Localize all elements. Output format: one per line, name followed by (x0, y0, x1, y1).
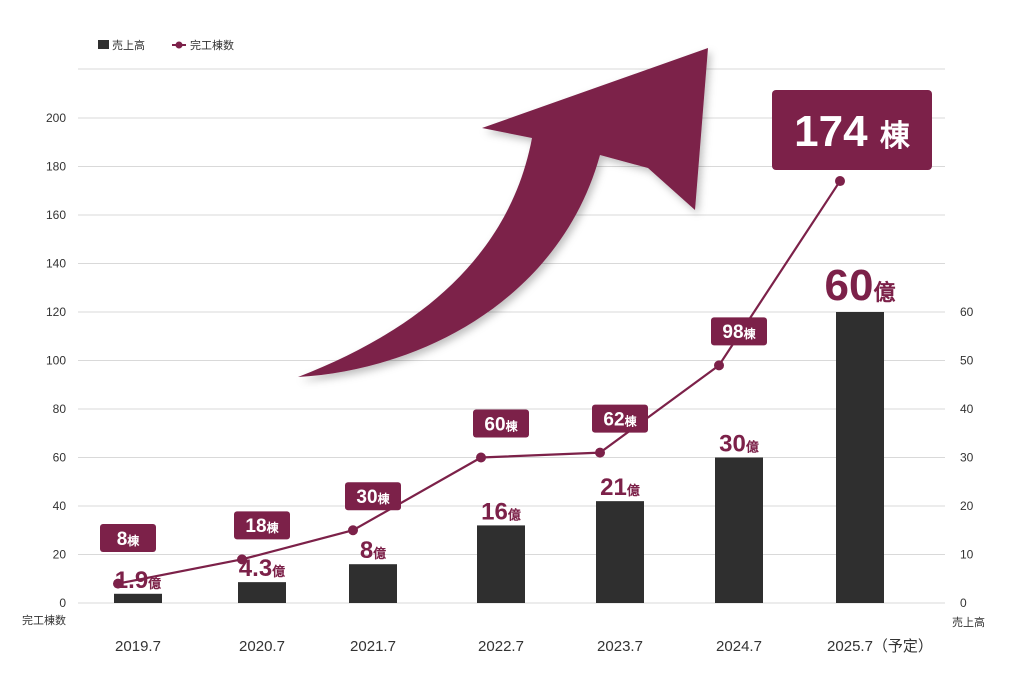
line-value-label: 62棟 (603, 409, 637, 430)
right-tick-label: 30 (960, 451, 974, 465)
left-tick-label: 0 (59, 596, 66, 610)
left-axis-ticks: 0 20 40 60 80 100 120 140 160 180 200 (46, 111, 66, 610)
x-tick-label: 2024.7 (716, 638, 762, 655)
line-value-badge (100, 524, 156, 552)
left-tick-label: 60 (53, 451, 67, 465)
legend-line-marker (175, 41, 183, 49)
left-tick-label: 180 (46, 160, 66, 174)
legend-line-label: 完工棟数 (190, 38, 234, 52)
line-value-label: 98棟 (722, 322, 756, 343)
bar-series (114, 312, 884, 603)
line-value-badge (592, 404, 648, 433)
line-value-badge (711, 317, 767, 346)
line-value-label: 60棟 (484, 414, 518, 435)
bar-value-label: 4.3億 (239, 555, 285, 582)
line-value-badge (234, 511, 290, 540)
legend-bar-swatch (98, 40, 109, 49)
line-point (348, 525, 358, 536)
line-value-badge (345, 482, 401, 511)
right-tick-label: 40 (960, 402, 974, 416)
legend: 売上高 完工棟数 (98, 38, 234, 52)
bar (477, 525, 525, 603)
left-tick-label: 140 (46, 257, 66, 271)
bar (836, 312, 884, 603)
bar-value-label: 21億 (600, 474, 640, 501)
bar (114, 593, 162, 603)
line-point (476, 452, 486, 463)
x-tick-label: 2022.7 (478, 638, 524, 655)
bar-value-labels: 1.9億 4.3億 8億 16億 21億 30億 60億 (115, 261, 896, 594)
left-tick-label: 200 (46, 111, 66, 125)
line-point (595, 447, 605, 458)
line-value-label: 18棟 (245, 516, 279, 537)
line-series (113, 176, 845, 589)
legend-bar-label: 売上高 (112, 38, 145, 52)
left-tick-label: 40 (53, 499, 67, 513)
right-tick-label: 10 (960, 548, 974, 562)
x-axis-labels: 2019.7 2020.7 2021.7 2022.7 2023.7 2024.7 2025… (115, 638, 933, 655)
left-tick-label: 20 (53, 548, 67, 562)
line-value-label: 174 棟 (794, 107, 911, 156)
x-tick-label: 2019.7 (115, 638, 161, 655)
bar-value-label: 8億 (360, 537, 386, 564)
left-tick-label: 80 (53, 402, 67, 416)
bar-value-label: 16億 (481, 498, 521, 525)
right-tick-label: 20 (960, 499, 974, 513)
x-tick-label: 2025.7（予定） (827, 638, 933, 655)
left-tick-label: 120 (46, 305, 66, 319)
right-tick-label: 60 (960, 305, 974, 319)
line-value-labels: 8棟 18棟 30棟 60棟 62棟 98棟 174 棟 (100, 90, 932, 552)
bar-value-label: 30億 (719, 431, 759, 458)
right-tick-label: 0 (960, 596, 967, 610)
left-tick-label: 100 (46, 354, 66, 368)
x-tick-label: 2021.7 (350, 638, 396, 655)
line-point (113, 578, 123, 589)
line-value-label: 8棟 (117, 529, 141, 550)
right-tick-label: 50 (960, 354, 974, 368)
line-value-badge (772, 90, 932, 170)
bar (715, 457, 763, 603)
bar (349, 564, 397, 603)
bar-value-label: 60億 (825, 261, 896, 310)
x-tick-label: 2023.7 (597, 638, 643, 655)
right-axis-title: 売上高 (952, 615, 985, 629)
right-axis-ticks: 0 10 20 30 40 50 60 (960, 305, 974, 610)
bar (238, 582, 286, 603)
line-point (835, 176, 845, 187)
line-point (714, 360, 724, 371)
line-point (237, 554, 247, 565)
left-axis-title: 完工棟数 (22, 613, 66, 627)
left-tick-label: 160 (46, 208, 66, 222)
line-value-label: 30棟 (356, 487, 390, 508)
bar (596, 501, 644, 603)
bar-value-label: 1.9億 (115, 567, 161, 594)
line-value-badge (473, 409, 529, 438)
growth-arrow-icon (298, 48, 708, 377)
x-tick-label: 2020.7 (239, 638, 285, 655)
